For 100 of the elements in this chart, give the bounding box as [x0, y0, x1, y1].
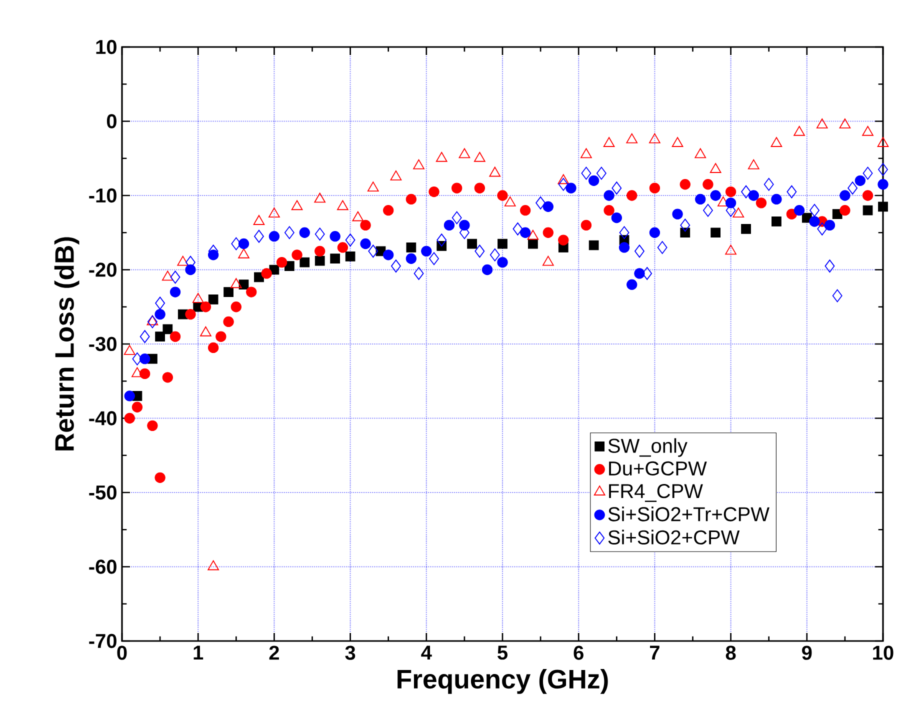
point: [162, 372, 173, 383]
point: [520, 205, 531, 216]
point: [725, 198, 736, 208]
point: [132, 352, 142, 366]
point: [124, 390, 135, 402]
point: [299, 227, 310, 238]
point: [253, 215, 265, 225]
point: [725, 244, 736, 255]
point: [588, 240, 599, 250]
point: [603, 137, 615, 147]
point: [140, 330, 150, 344]
point: [694, 148, 706, 158]
point: [330, 254, 340, 264]
point: [558, 174, 570, 184]
point: [588, 175, 600, 186]
point: [536, 196, 546, 210]
point: [710, 190, 721, 201]
point: [254, 272, 264, 282]
point: [337, 200, 348, 210]
point: [542, 227, 554, 238]
point: [558, 178, 568, 191]
point: [741, 224, 751, 234]
point: [314, 192, 326, 203]
point: [367, 182, 379, 192]
point: [345, 251, 356, 262]
point: [770, 137, 782, 147]
point: [170, 331, 181, 342]
point: [839, 118, 851, 128]
point: [695, 194, 706, 205]
x-tick-label: 2: [269, 646, 279, 660]
point: [414, 266, 424, 280]
point: [390, 260, 401, 273]
legend-label: Si+SiO2+Tr+CPW: [608, 506, 770, 522]
point: [702, 179, 714, 190]
point: [254, 230, 264, 243]
point: [224, 287, 234, 297]
point: [261, 268, 272, 279]
point: [185, 308, 196, 320]
point: [155, 332, 165, 342]
point: [840, 205, 850, 216]
point: [216, 331, 226, 342]
point: [428, 186, 440, 198]
point: [368, 244, 378, 258]
point: [360, 220, 371, 231]
point: [520, 227, 531, 238]
point: [300, 257, 310, 268]
point: [162, 270, 174, 281]
legend-label: Si+SiO2+CPW: [608, 530, 740, 544]
point: [383, 250, 394, 260]
point: [444, 220, 455, 231]
point: [337, 242, 348, 253]
point: [139, 354, 150, 364]
point: [208, 294, 218, 304]
point: [817, 222, 828, 236]
point: [725, 186, 736, 198]
point: [429, 252, 439, 266]
point: [170, 270, 180, 284]
x-tick-label: 1: [194, 646, 204, 660]
y-axis-title: Return Loss (dB): [54, 237, 80, 450]
point: [406, 253, 417, 264]
point: [604, 190, 614, 201]
point: [877, 137, 889, 147]
point: [810, 204, 820, 217]
point: [840, 190, 850, 201]
point: [497, 190, 508, 201]
point: [390, 170, 402, 180]
point: [862, 166, 873, 180]
point: [626, 133, 638, 144]
point: [504, 196, 516, 206]
legend-label: Du+GCPW: [609, 461, 707, 476]
point: [452, 211, 462, 224]
x-tick-label: 6: [574, 646, 584, 660]
y-tick-label: 10: [96, 40, 116, 54]
point: [527, 230, 539, 240]
point: [748, 190, 759, 201]
point: [231, 237, 242, 250]
point: [482, 264, 493, 276]
point: [612, 182, 622, 195]
point: [238, 248, 250, 258]
point: [314, 246, 326, 257]
point: [626, 279, 638, 290]
point: [824, 260, 835, 273]
point: [794, 205, 805, 216]
point: [452, 182, 462, 194]
point: [238, 280, 249, 290]
point: [558, 234, 569, 246]
point: [786, 185, 797, 198]
point: [489, 166, 501, 177]
point: [512, 222, 523, 236]
point: [626, 190, 638, 201]
y-tick-label: -20: [89, 262, 116, 277]
point: [794, 126, 805, 136]
point: [542, 256, 554, 266]
point: [703, 204, 713, 217]
point: [878, 163, 888, 176]
point: [832, 289, 842, 302]
point: [619, 226, 630, 240]
point: [580, 148, 592, 158]
point: [345, 234, 356, 247]
point: [238, 238, 250, 250]
